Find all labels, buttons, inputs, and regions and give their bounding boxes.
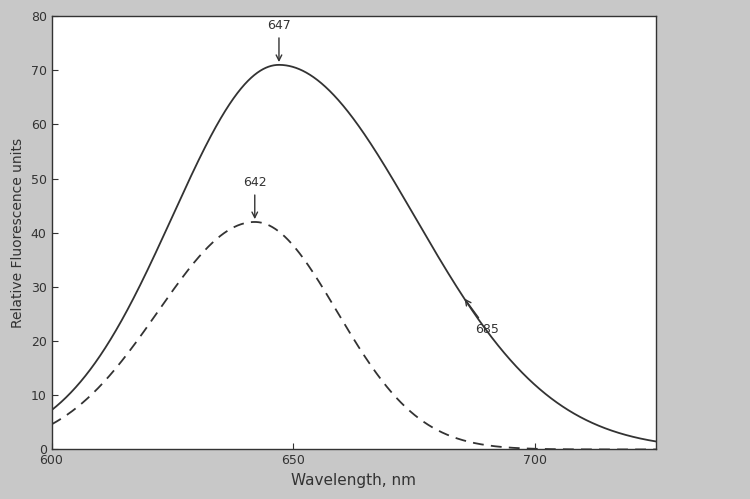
Text: 642: 642 <box>243 177 266 218</box>
Text: 685: 685 <box>466 300 499 336</box>
Y-axis label: Relative Fluorescence units: Relative Fluorescence units <box>11 138 25 328</box>
Text: 647: 647 <box>267 19 291 60</box>
X-axis label: Wavelength, nm: Wavelength, nm <box>292 473 416 488</box>
